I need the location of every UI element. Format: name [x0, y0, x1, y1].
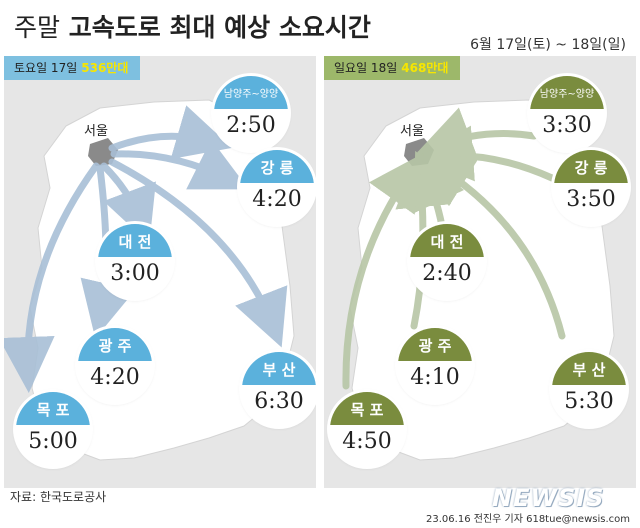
badge-yangyang: 남양주~양양 3:30: [530, 76, 604, 150]
origin-seoul-label: 서울: [400, 124, 424, 139]
date-range: 6월 17일(토) ~ 18일(일): [470, 37, 626, 53]
route-arrow-busan: [416, 152, 566, 340]
page-title-bold: 고속도로 최대 예상 소요시간: [68, 13, 371, 42]
saturday-header: 토요일 17일 536만대: [4, 56, 141, 80]
badge-gwangju: 광 주 4:20: [78, 328, 152, 402]
badge-mokpo: 목 포 5:00: [16, 392, 90, 466]
sunday-count: 468만대: [401, 61, 449, 75]
source-note: 자료: 한국도로공사: [10, 490, 107, 504]
page-title: 주말 고속도로 최대 예상 소요시간: [14, 13, 371, 42]
origin-seoul-label: 서울: [84, 124, 108, 139]
route-arrow-daejeon: [100, 162, 156, 244]
sunday-panel: 일요일 18일 468만대 서울 남양주~양양 3:30 강 릉 3:50 대 전 2:…: [324, 56, 636, 488]
badge-mokpo: 목 포 4:50: [330, 392, 404, 466]
credit-line: 23.06.16 전진우 기자 618tue@newsis.com: [426, 514, 630, 525]
badge-yangyang: 남양주~양양 2:50: [214, 76, 288, 150]
badge-daejeon: 대 전 2:40: [410, 224, 484, 298]
sunday-header: 일요일 18일 468만대: [324, 56, 461, 80]
badge-busan: 부 산 5:30: [552, 352, 626, 426]
saturday-panel: 토요일 17일 536만대 서울 남양주~양양 2:50 강 릉 4:20 대 전 3:…: [4, 56, 316, 488]
saturday-count: 536만대: [81, 61, 129, 75]
route-arrow-busan: [108, 158, 288, 348]
badge-gangneung: 강 릉 4:20: [240, 150, 314, 224]
badge-gwangju: 광 주 4:10: [398, 328, 472, 402]
route-arrow-gangneung: [110, 139, 249, 190]
newsis-logo: NEWSIS: [492, 484, 605, 512]
route-arrow-mokpo: [342, 152, 425, 390]
badge-gangneung: 강 릉 3:50: [554, 150, 628, 224]
route-arrow-mokpo: [4, 162, 100, 393]
badge-busan: 부 산 6:30: [242, 352, 316, 426]
badge-daejeon: 대 전 3:00: [98, 224, 172, 298]
